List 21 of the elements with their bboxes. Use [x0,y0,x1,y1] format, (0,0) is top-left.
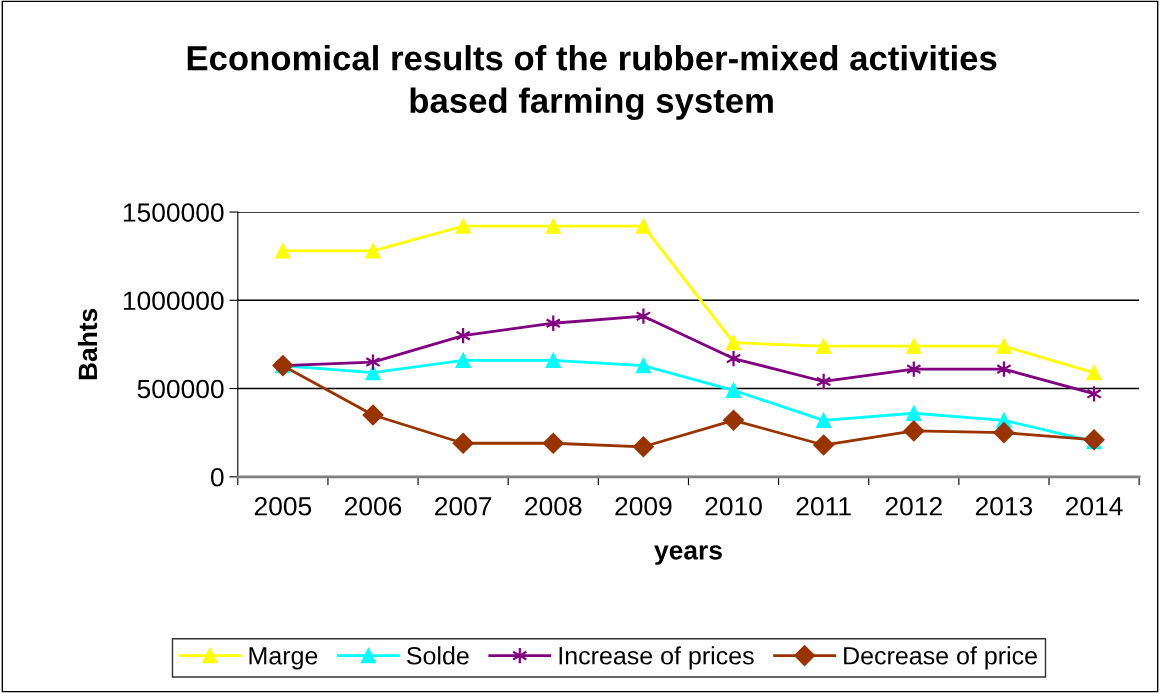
x-tick-label: 2005 [254,496,312,516]
y-tick-label: 0 [210,467,224,487]
chart-title: Economical results of the rubber-mixed activities based farming system [187,45,997,120]
x-tick-label: 2008 [525,496,582,516]
y-axis-title: Bahts [77,308,98,380]
x-axis-title: years [654,545,722,565]
x-tick-label: 2007 [435,496,492,516]
x-tick-label: 2012 [885,496,942,516]
legend-label: Increase of prices [559,646,754,670]
legend-label: Solde [406,646,469,665]
x-tick-label: 2006 [344,496,402,516]
legend-label: Marge [249,647,318,670]
y-tick-label: 500000 [137,379,224,399]
legend-label: Decrease of price [844,646,1037,670]
x-tick-label: 2013 [975,496,1033,516]
y-tick-label: 1500000 [123,203,224,222]
x-tick-label: 2014 [1066,496,1123,516]
x-tick-label: 2010 [705,496,762,516]
y-tick-label: 1000000 [123,291,224,311]
x-tick-label: 2011 [796,496,851,516]
x-tick-label: 2009 [615,496,672,516]
